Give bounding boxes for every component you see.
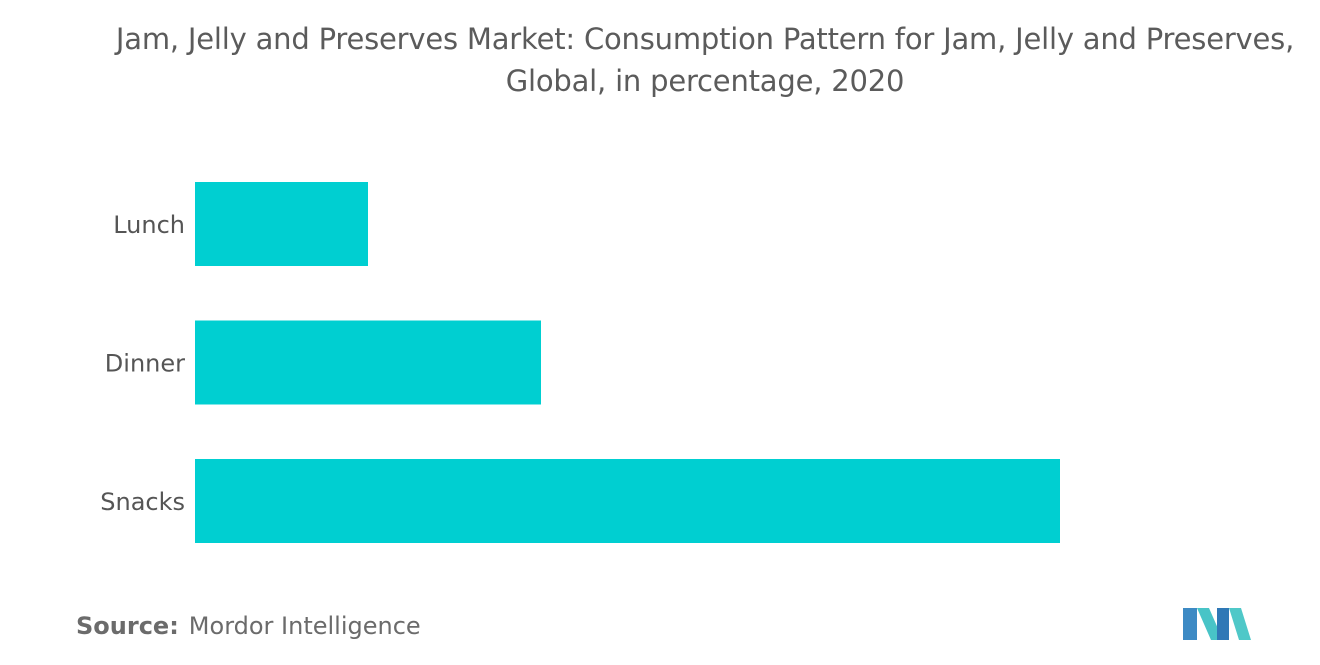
bar-dinner xyxy=(195,320,541,405)
category-label-lunch: Lunch xyxy=(113,211,185,239)
source-text: Mordor Intelligence xyxy=(188,612,421,640)
chart-title-line-1: Jam, Jelly and Preserves Market: Consump… xyxy=(115,22,1295,56)
bar-lunch xyxy=(195,182,368,266)
chart-title-line-2: Global, in percentage, 2020 xyxy=(505,64,905,98)
category-label-dinner: Dinner xyxy=(105,350,185,378)
chart-title: Jam, Jelly and Preserves Market: Consump… xyxy=(60,18,1320,102)
mordor-intelligence-logo-icon xyxy=(1183,608,1251,640)
plot-area: Lunch Dinner Snacks xyxy=(100,182,1060,543)
source-note: Source: Mordor Intelligence xyxy=(76,612,421,640)
category-label-snacks: Snacks xyxy=(100,488,185,516)
source-label: Source: xyxy=(76,612,179,640)
bar-snacks xyxy=(195,459,1060,543)
